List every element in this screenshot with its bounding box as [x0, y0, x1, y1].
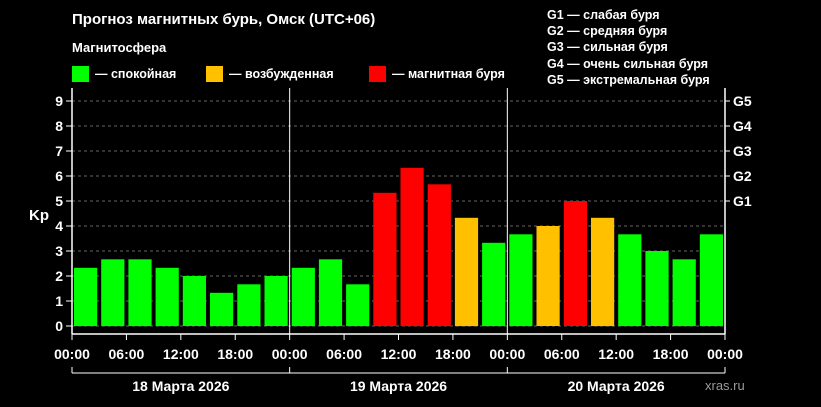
- kp-bar: [454, 217, 479, 327]
- kp-bar: [536, 226, 560, 326]
- kp-bar: [482, 242, 506, 327]
- day-label: 20 Марта 2026: [568, 378, 665, 394]
- legend-label-storm: — магнитная буря: [392, 67, 505, 81]
- kp-bar: [210, 292, 234, 327]
- g-tick-label: G5: [733, 93, 752, 109]
- y-tick-label: 6: [55, 168, 63, 184]
- x-tick-label: 00:00: [54, 346, 90, 362]
- y-tick-label: 7: [55, 143, 63, 159]
- kp-bar: [618, 234, 642, 327]
- legend-title: Магнитосфера: [72, 40, 167, 55]
- kp-bar: [699, 234, 723, 327]
- g-scale-legend: G1 — слабая буря G2 — средняя буря G3 — …: [547, 7, 710, 88]
- x-tick-label: 00:00: [272, 346, 308, 362]
- x-tick-label: 18:00: [435, 346, 471, 362]
- y-tick-label: 9: [55, 93, 63, 109]
- day-label: 18 Марта 2026: [132, 378, 229, 394]
- kp-bar: [645, 251, 669, 326]
- kp-bar: [182, 276, 206, 326]
- kp-bar: [318, 259, 343, 327]
- watermark: xras.ru: [705, 378, 745, 393]
- g-scale-item: G1 — слабая буря: [547, 8, 660, 22]
- x-tick-label: 06:00: [326, 346, 362, 362]
- x-tick-label: 12:00: [598, 346, 634, 362]
- x-tick-label: 00:00: [489, 346, 525, 362]
- y-tick-label: 2: [55, 268, 63, 284]
- g-tick-label: G1: [733, 193, 752, 209]
- g-tick-label: G3: [733, 143, 752, 159]
- kp-bar: [237, 284, 261, 327]
- kp-bar: [155, 267, 179, 327]
- day-label: 19 Марта 2026: [350, 378, 447, 394]
- g-scale-item: G3 — сильная буря: [547, 40, 668, 55]
- legend-item-storm: — магнитная буря: [369, 66, 505, 82]
- legend-swatch-active: [206, 66, 223, 82]
- kp-bar: [291, 267, 315, 327]
- kp-bar: [400, 167, 424, 327]
- kp-bar: [591, 217, 615, 327]
- x-tick-label: 06:00: [109, 346, 145, 362]
- y-tick-label: 4: [55, 218, 63, 234]
- legend-item-active: — возбужденная: [206, 66, 334, 82]
- kp-bar: [672, 259, 696, 327]
- x-tick-label: 12:00: [163, 346, 199, 362]
- kp-bar: [264, 276, 288, 326]
- kp-bar: [563, 201, 587, 326]
- legend-label-active: — возбужденная: [229, 67, 334, 81]
- g-tick-label: G2: [733, 168, 752, 184]
- x-tick-label: 00:00: [707, 346, 743, 362]
- legend-swatch-storm: [369, 66, 386, 82]
- kp-bar: [509, 234, 533, 327]
- kp-bar: [373, 192, 397, 327]
- y-tick-label: 3: [55, 243, 63, 259]
- kp-bar: [74, 267, 98, 327]
- x-tick-label: 12:00: [381, 346, 417, 362]
- g-tick-label: G4: [733, 118, 752, 134]
- x-tick-label: 06:00: [544, 346, 580, 362]
- y-tick-label: 0: [55, 318, 63, 334]
- kp-bar: [427, 184, 451, 327]
- x-tick-label: 18:00: [653, 346, 689, 362]
- legend-label-calm: — спокойная: [95, 67, 177, 81]
- y-tick-label: 8: [55, 118, 63, 134]
- g-scale-item: G2 — средняя буря: [547, 24, 668, 39]
- kp-bar: [346, 284, 370, 327]
- x-tick-label: 18:00: [217, 346, 253, 362]
- y-tick-label: 5: [55, 193, 63, 209]
- y-axis-label: Kp: [29, 207, 49, 224]
- g-scale-item: G5 — экстремальная буря: [547, 72, 710, 87]
- kp-bar: [128, 259, 152, 327]
- legend-swatch-calm: [72, 66, 89, 82]
- legend-item-calm: — спокойная: [72, 66, 176, 82]
- chart-title: Прогноз магнитных бурь, Омск (UTC+06): [72, 11, 376, 28]
- y-tick-label: 1: [55, 293, 63, 309]
- g-scale-item: G4 — очень сильная буря: [547, 56, 708, 71]
- kp-bar: [101, 259, 125, 327]
